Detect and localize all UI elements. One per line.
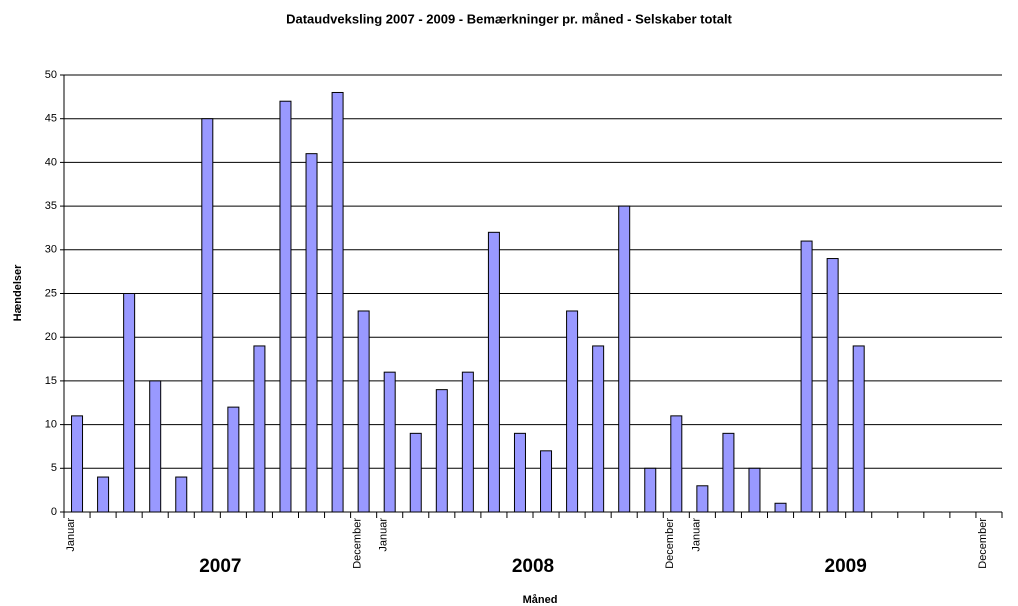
- bar: [305, 153, 318, 513]
- year-label: 2007: [199, 556, 241, 577]
- year-label: 2008: [512, 556, 554, 577]
- year-label: 2009: [825, 556, 867, 577]
- y-tick-label: 40: [45, 156, 57, 168]
- bar: [540, 450, 553, 513]
- y-tick-label: 30: [45, 244, 57, 256]
- bar: [748, 467, 761, 513]
- y-tick-label: 20: [45, 331, 57, 343]
- x-tick-label: December: [664, 518, 676, 569]
- y-tick-label: 10: [45, 419, 57, 431]
- bar: [461, 371, 474, 513]
- bar: [253, 345, 266, 513]
- x-axis-title: Måned: [523, 594, 558, 606]
- y-axis-title: Hændelser: [12, 264, 24, 322]
- bar: [175, 476, 188, 513]
- bar: [227, 406, 240, 513]
- bar: [487, 231, 500, 513]
- bar: [826, 258, 839, 513]
- bar: [800, 240, 813, 513]
- bar: [357, 310, 370, 513]
- x-tick-label: Januar: [690, 518, 702, 552]
- bar: [149, 380, 162, 513]
- bar: [618, 205, 631, 513]
- y-tick-label: 5: [51, 462, 57, 474]
- bar: [774, 502, 787, 513]
- bar: [644, 467, 657, 513]
- y-tick-label: 0: [51, 506, 57, 518]
- bar: [71, 415, 84, 513]
- x-tick-label: Januar: [378, 518, 390, 552]
- bar: [409, 432, 422, 513]
- bar: [592, 345, 605, 513]
- bar: [279, 100, 292, 513]
- y-tick-label: 15: [45, 375, 57, 387]
- chart-title: Dataudveksling 2007 - 2009 - Bemærkninge…: [286, 11, 732, 26]
- bar: [201, 118, 214, 513]
- bar: [513, 432, 526, 513]
- y-tick-label: 35: [45, 200, 57, 212]
- bar: [435, 389, 448, 513]
- y-tick-label: 50: [45, 69, 57, 81]
- y-tick-label: 45: [45, 113, 57, 125]
- bar: [331, 91, 344, 513]
- y-tick-label: 25: [45, 287, 57, 299]
- bar: [852, 345, 865, 513]
- x-tick-label: December: [977, 518, 989, 569]
- bar: [722, 432, 735, 513]
- bar: [670, 415, 683, 513]
- x-tick-label: Januar: [65, 518, 77, 552]
- bar: [566, 310, 579, 513]
- x-tick-label: December: [352, 518, 364, 569]
- bar: [696, 485, 709, 513]
- bar: [383, 371, 396, 513]
- bar: [97, 476, 110, 513]
- bar: [123, 293, 136, 513]
